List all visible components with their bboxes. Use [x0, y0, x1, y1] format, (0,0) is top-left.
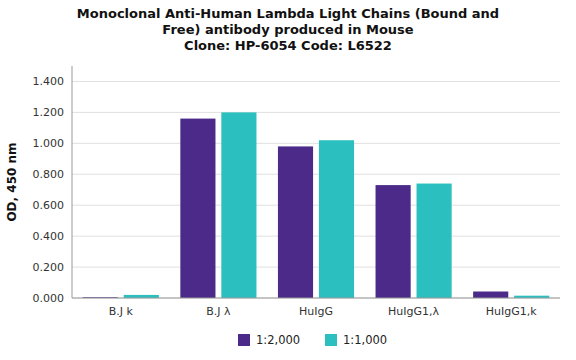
x-tick-labels: B.J k B.J λ HuIgG HuIgG1,λ HuIgG1,k	[109, 305, 538, 318]
title-line: Monoclonal Anti-Human Lambda Light Chain…	[77, 6, 499, 21]
bars	[83, 112, 550, 298]
legend-label: 1:2,000	[256, 333, 300, 347]
legend-swatch	[325, 334, 337, 346]
bar	[278, 146, 313, 298]
y-tick-label: 1.400	[33, 75, 65, 88]
title-line: Free) antibody produced in Mouse	[162, 22, 413, 37]
chart: Monoclonal Anti-Human Lambda Light Chain…	[0, 0, 576, 360]
grid-line	[72, 143, 560, 144]
y-tick-label: 1.200	[33, 106, 65, 119]
title: Monoclonal Anti-Human Lambda Light Chain…	[77, 6, 499, 53]
title-line: Clone: HP-6054 Code: L6522	[184, 38, 392, 53]
legend-label: 1:1,000	[343, 333, 387, 347]
x-tick-label: HuIgG	[299, 305, 333, 318]
y-axis-line	[72, 66, 73, 298]
y-tick-labels: 0.000 0.200 0.400 0.600 0.800 1.000 1.200 1.400	[33, 75, 65, 305]
y-tick-label: 0.200	[33, 261, 65, 274]
x-axis-line	[72, 298, 560, 299]
bar	[180, 119, 215, 298]
bar	[417, 184, 452, 298]
x-tick-label: HuIgG1,k	[486, 305, 537, 318]
bar	[376, 185, 411, 298]
y-tick-label: 1.000	[33, 137, 65, 150]
bar	[221, 112, 256, 298]
bar	[319, 140, 354, 298]
grid-line	[72, 112, 560, 113]
grid-line	[72, 174, 560, 175]
y-tick-label: 0.000	[33, 292, 65, 305]
x-tick-label: B.J λ	[206, 305, 231, 318]
bar	[473, 292, 508, 298]
x-tick-label: B.J k	[109, 305, 134, 318]
y-tick-label: 0.800	[33, 168, 65, 181]
y-axis-label: OD, 450 nm	[5, 142, 19, 221]
grid-line	[72, 298, 560, 299]
grid-line	[72, 205, 560, 206]
grid-line	[72, 81, 560, 82]
grid-line	[72, 236, 560, 237]
grid-line	[72, 267, 560, 268]
legend: 1:2,000 1:1,000	[238, 333, 387, 347]
legend-swatch	[238, 334, 250, 346]
x-tick-label: HuIgG1,λ	[388, 305, 439, 318]
y-tick-label: 0.400	[33, 230, 65, 243]
grid	[72, 81, 560, 298]
y-tick-label: 0.600	[33, 199, 65, 212]
